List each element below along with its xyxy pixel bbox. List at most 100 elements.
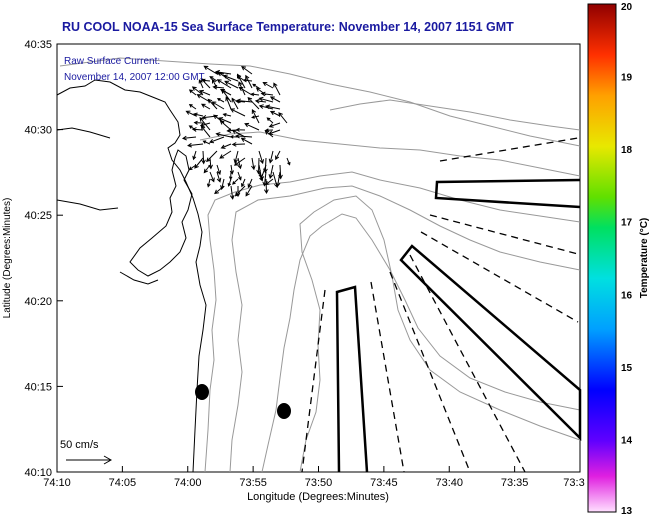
current-vector bbox=[269, 110, 281, 117]
current-vector bbox=[203, 164, 211, 174]
x-tick-label: 74:00 bbox=[174, 477, 202, 489]
current-vector bbox=[219, 150, 232, 159]
current-vector bbox=[258, 96, 274, 103]
current-vector bbox=[220, 143, 232, 149]
current-vector bbox=[207, 98, 218, 110]
current-vector bbox=[209, 76, 218, 82]
current-vector bbox=[224, 80, 239, 89]
current-vector bbox=[188, 104, 197, 110]
current-vector bbox=[241, 65, 253, 75]
current-vector bbox=[203, 65, 218, 75]
colorbar-ticks: 20 19 18 17 16 15 14 13 bbox=[621, 2, 633, 517]
current-vector bbox=[201, 150, 206, 165]
current-vector bbox=[262, 81, 274, 89]
current-vector bbox=[250, 92, 260, 97]
current-vector bbox=[211, 101, 225, 110]
colorbar-tick-label: 20 bbox=[621, 2, 633, 13]
current-vector bbox=[234, 185, 246, 197]
current-vector bbox=[235, 133, 253, 139]
colorbar-tick-label: 17 bbox=[621, 218, 633, 229]
current-vector bbox=[198, 79, 204, 89]
current-label-line-2: November 14, 2007 12:00 GMT bbox=[64, 72, 205, 83]
current-vector bbox=[218, 117, 232, 124]
current-vector bbox=[236, 98, 253, 104]
current-vector bbox=[206, 178, 211, 188]
current-vector bbox=[232, 178, 239, 185]
current-vector bbox=[202, 140, 211, 145]
current-vector bbox=[188, 89, 197, 96]
current-vector bbox=[216, 164, 222, 176]
y-tick-label: 40:25 bbox=[24, 210, 52, 222]
current-vector bbox=[215, 132, 232, 138]
x-axis-label: Longitude (Degrees:Minutes) bbox=[247, 491, 389, 503]
current-vector bbox=[191, 86, 204, 96]
current-vector bbox=[206, 150, 218, 163]
current-vector bbox=[216, 79, 232, 89]
current-vector bbox=[266, 117, 274, 124]
current-vector bbox=[244, 122, 260, 131]
y-axis-label: Latitude (Degrees:Minutes) bbox=[2, 198, 13, 319]
current-vector bbox=[263, 178, 269, 195]
current-vector bbox=[212, 84, 225, 90]
current-vector bbox=[194, 157, 204, 169]
current-vector bbox=[191, 127, 204, 132]
current-vector bbox=[260, 91, 274, 97]
colorbar-tick-label: 14 bbox=[621, 435, 633, 446]
colorbar bbox=[587, 3, 617, 513]
current-vector bbox=[229, 164, 234, 175]
current-vector bbox=[241, 178, 246, 188]
current-vector bbox=[245, 185, 253, 197]
current-vector bbox=[251, 108, 260, 124]
current-vector bbox=[227, 178, 232, 187]
coastline bbox=[56, 79, 207, 473]
current-vector bbox=[193, 112, 204, 117]
y-tick-label: 40:10 bbox=[24, 467, 52, 479]
current-vector bbox=[237, 171, 242, 181]
colorbar-tick-label: 13 bbox=[621, 506, 633, 517]
current-vector bbox=[229, 185, 235, 200]
current-vector bbox=[237, 157, 243, 170]
current-vector bbox=[247, 96, 260, 110]
current-vector bbox=[235, 186, 241, 198]
y-tick-label: 40:20 bbox=[24, 296, 52, 308]
current-vector bbox=[212, 78, 218, 89]
current-vector bbox=[245, 74, 253, 89]
y-tick-label: 40:35 bbox=[24, 39, 52, 51]
colorbar-tick-label: 16 bbox=[621, 290, 633, 301]
radar-sites bbox=[195, 384, 291, 419]
current-label-line-1: Raw Surface Current: bbox=[64, 56, 160, 67]
radar-beam-polygons bbox=[335, 178, 582, 473]
x-tick-label: 73:55 bbox=[239, 477, 267, 489]
colorbar-tick-label: 15 bbox=[621, 363, 633, 374]
radar-beam-dashed-lines bbox=[301, 137, 579, 473]
current-scale-label: 50 cm/s bbox=[60, 439, 99, 451]
current-vector bbox=[201, 103, 211, 110]
x-tick-label: 73:3 bbox=[563, 477, 584, 489]
current-vector bbox=[268, 129, 281, 135]
current-vector bbox=[269, 96, 281, 103]
map-title: RU COOL NOAA-15 Sea Surface Temperature:… bbox=[62, 20, 514, 34]
current-vector bbox=[275, 171, 281, 188]
x-tick-label: 74:10 bbox=[43, 477, 71, 489]
current-vector bbox=[185, 110, 197, 117]
current-vector bbox=[275, 150, 281, 161]
current-vector bbox=[198, 89, 211, 96]
current-vector bbox=[216, 171, 222, 183]
current-vector bbox=[199, 116, 211, 131]
current-vector bbox=[200, 77, 211, 89]
current-vector bbox=[258, 104, 274, 110]
current-vector bbox=[264, 178, 274, 186]
current-vector bbox=[278, 112, 288, 124]
current-vector bbox=[252, 83, 260, 89]
current-vector bbox=[221, 88, 232, 103]
surface-current-vectors bbox=[181, 65, 291, 200]
current-vector bbox=[200, 125, 211, 138]
current-vector bbox=[265, 104, 281, 110]
current-vector bbox=[222, 74, 239, 82]
current-vector bbox=[219, 120, 232, 131]
current-vector bbox=[181, 135, 197, 141]
current-vector bbox=[231, 129, 246, 138]
current-vector bbox=[286, 157, 291, 166]
y-axis-ticks: 40:35 40:30 40:25 40:20 40:15 40:10 bbox=[24, 39, 63, 479]
colorbar-tick-label: 19 bbox=[621, 73, 633, 84]
